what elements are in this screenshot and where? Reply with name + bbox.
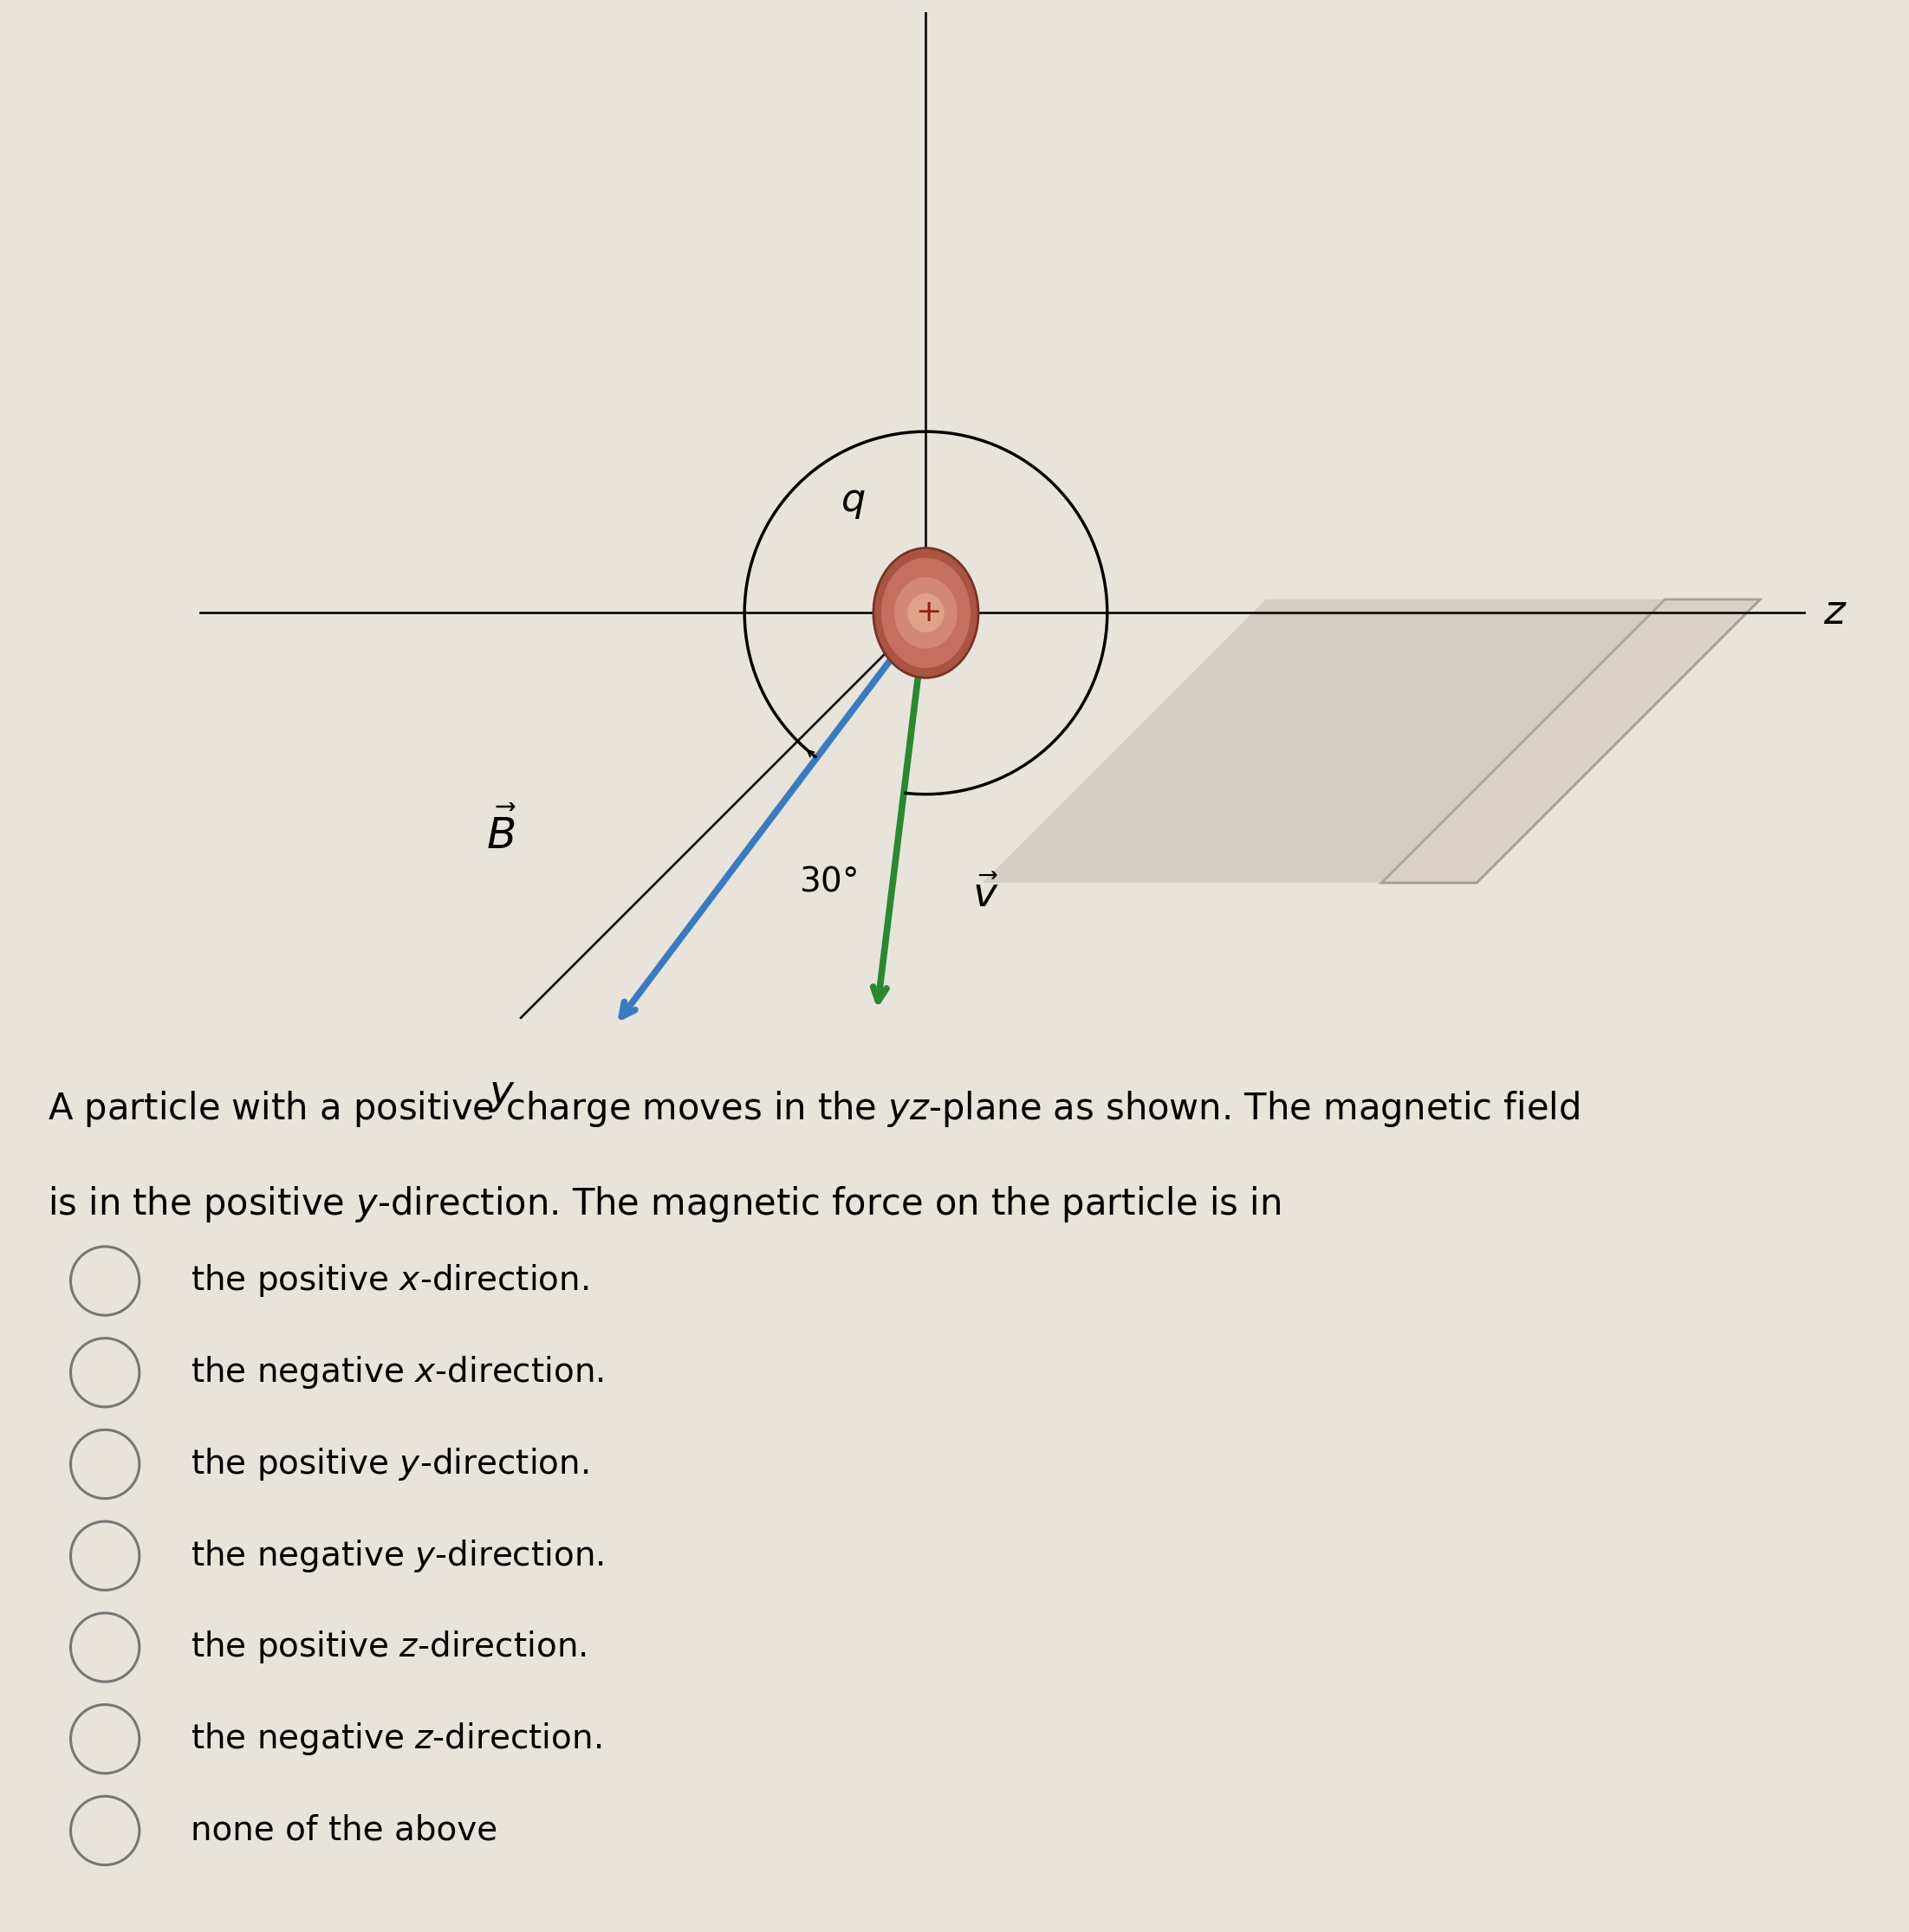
Text: is in the positive $y$-direction. The magnetic force on the particle is in: is in the positive $y$-direction. The ma…: [48, 1184, 1281, 1225]
Text: $\vec{B}$: $\vec{B}$: [487, 810, 515, 858]
Ellipse shape: [907, 593, 945, 632]
Ellipse shape: [882, 558, 970, 668]
Text: the positive $z$-direction.: the positive $z$-direction.: [191, 1629, 586, 1665]
Polygon shape: [983, 599, 1665, 883]
Text: none of the above: none of the above: [191, 1814, 498, 1847]
Text: $+$: $+$: [916, 599, 939, 628]
Text: $30°$: $30°$: [798, 866, 857, 898]
Ellipse shape: [872, 549, 977, 678]
Text: the negative $y$-direction.: the negative $y$-direction.: [191, 1538, 603, 1575]
Text: the positive $x$-direction.: the positive $x$-direction.: [191, 1264, 590, 1298]
Text: the negative $z$-direction.: the negative $z$-direction.: [191, 1721, 601, 1758]
Text: $\vec{v}$: $\vec{v}$: [972, 877, 998, 916]
Text: the positive $y$-direction.: the positive $y$-direction.: [191, 1445, 590, 1482]
Text: $y$: $y$: [489, 1074, 515, 1115]
Text: $z$: $z$: [1823, 593, 1848, 632]
Text: $q$: $q$: [842, 483, 865, 522]
Text: A particle with a positive charge moves in the $yz$-plane as shown. The magnetic: A particle with a positive charge moves …: [48, 1090, 1581, 1128]
Ellipse shape: [893, 578, 956, 649]
Text: the negative $x$-direction.: the negative $x$-direction.: [191, 1354, 603, 1391]
Polygon shape: [1382, 599, 1760, 883]
